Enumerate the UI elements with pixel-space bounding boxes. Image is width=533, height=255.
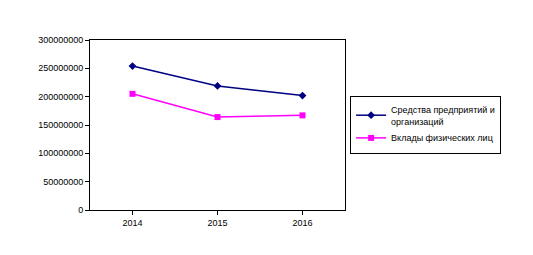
svg-text:Вклады физических лиц: Вклады физических лиц bbox=[391, 133, 493, 143]
svg-text:300000000: 300000000 bbox=[38, 35, 83, 45]
svg-text:2016: 2016 bbox=[292, 218, 312, 228]
svg-text:Средства предприятий иорганиза: Средства предприятий иорганизаций bbox=[391, 105, 495, 127]
svg-text:0: 0 bbox=[78, 205, 83, 215]
svg-text:100000000: 100000000 bbox=[38, 148, 83, 158]
svg-text:250000000: 250000000 bbox=[38, 63, 83, 73]
svg-text:2014: 2014 bbox=[122, 218, 142, 228]
svg-text:50000000: 50000000 bbox=[43, 177, 83, 187]
svg-text:2015: 2015 bbox=[207, 218, 227, 228]
svg-text:150000000: 150000000 bbox=[38, 120, 83, 130]
svg-text:200000000: 200000000 bbox=[38, 92, 83, 102]
